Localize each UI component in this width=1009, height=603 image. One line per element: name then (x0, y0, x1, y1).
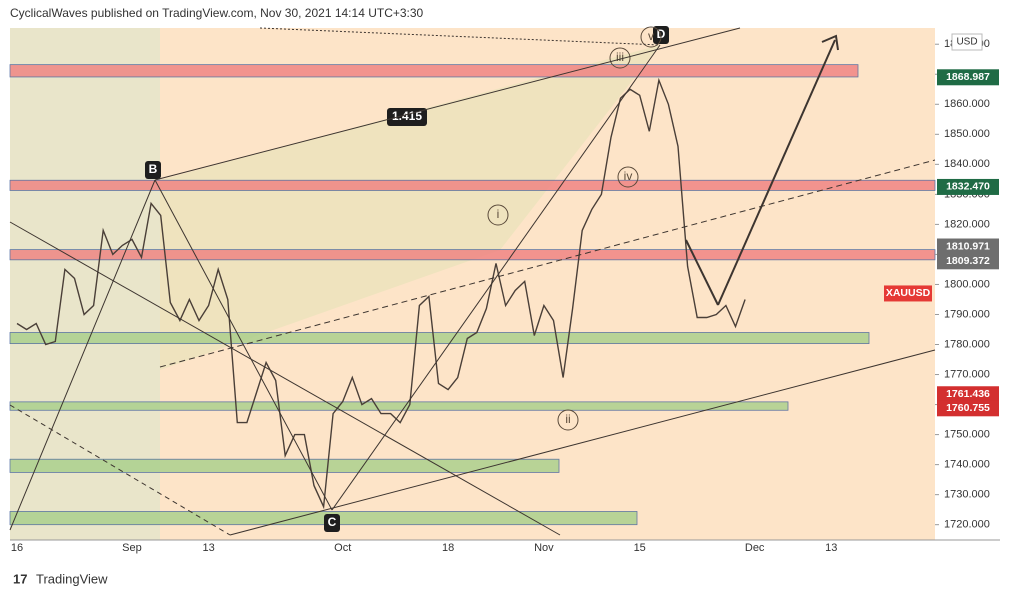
zone (9, 401, 789, 411)
x-tick-label: 13 (825, 542, 837, 554)
currency-box (951, 33, 983, 51)
left-region (10, 28, 160, 540)
drawings (9, 27, 936, 536)
zone (9, 332, 870, 345)
y-tick-label: 1860.000 (944, 98, 990, 110)
x-tick-label: 18 (442, 542, 454, 554)
y-tick-label: 1840.000 (944, 158, 990, 170)
wave-circle (557, 409, 579, 431)
wave-circle (617, 166, 639, 188)
publish-header: CyclicalWaves published on TradingView.c… (10, 6, 424, 20)
price-tag (937, 253, 999, 270)
price-tag (937, 69, 999, 86)
y-tick-label: 1780.000 (944, 338, 990, 350)
wave-label: iv (624, 169, 633, 183)
wave-box (387, 108, 427, 126)
x-tick-label: Dec (745, 542, 765, 554)
wave-box (145, 161, 161, 179)
wave-label: B (149, 162, 158, 176)
x-tick-label: Sep (122, 542, 142, 554)
wave-label: i (497, 207, 500, 221)
triangle-region (160, 45, 660, 370)
y-tick-label: 1790.000 (944, 308, 990, 320)
wave-circle (640, 26, 662, 48)
footer-logo: TradingView (36, 571, 108, 586)
wave-label: v (648, 29, 654, 43)
currency-label: USD (956, 37, 977, 48)
price-tag-label: 1760.755 (946, 402, 990, 414)
y-tick-label: 1750.000 (944, 429, 990, 441)
x-tick-label: 13 (202, 542, 214, 554)
y-tick-label: 1820.000 (944, 218, 990, 230)
wave-circle (487, 204, 509, 226)
y-tick-label: 1800.000 (944, 278, 990, 290)
logo-mark: 17 (13, 571, 27, 586)
wave-label: ii (565, 412, 570, 426)
wave-label: iii (616, 50, 624, 64)
price-tag-label: 1809.372 (946, 255, 990, 267)
x-tick-label: 16 (11, 542, 23, 554)
y-tick-label: 1730.000 (944, 489, 990, 501)
price-tag-label: 1832.470 (946, 181, 990, 193)
price-line (16, 77, 746, 510)
zone (9, 64, 859, 78)
wave-label: D (657, 27, 666, 41)
price-tag (937, 400, 999, 417)
price-tag (884, 285, 932, 302)
price-tag (937, 238, 999, 255)
y-tick-label: 1740.000 (944, 459, 990, 471)
zone (9, 249, 936, 261)
price-axis (935, 28, 1000, 540)
price-tag-label: 1761.436 (946, 388, 990, 400)
zone (9, 179, 936, 191)
wave-label: C (328, 515, 337, 529)
wave-circle (609, 47, 631, 69)
wave-box (324, 514, 340, 532)
zone (9, 458, 560, 473)
x-tick-label: Oct (334, 542, 351, 554)
price-tag-label: 1810.971 (946, 240, 990, 252)
price-tag (937, 178, 999, 195)
x-tick-label: 15 (634, 542, 646, 554)
price-tag-label: XAUUSD (886, 287, 931, 299)
y-tick-label: 1720.000 (944, 519, 990, 531)
x-tick-label: Nov (534, 542, 554, 554)
y-tick-label: 1770.000 (944, 368, 990, 380)
price-tag (937, 386, 999, 403)
price-tag-label: 1868.987 (946, 71, 990, 83)
zone (9, 511, 638, 526)
y-tick-label: 1850.000 (944, 128, 990, 140)
